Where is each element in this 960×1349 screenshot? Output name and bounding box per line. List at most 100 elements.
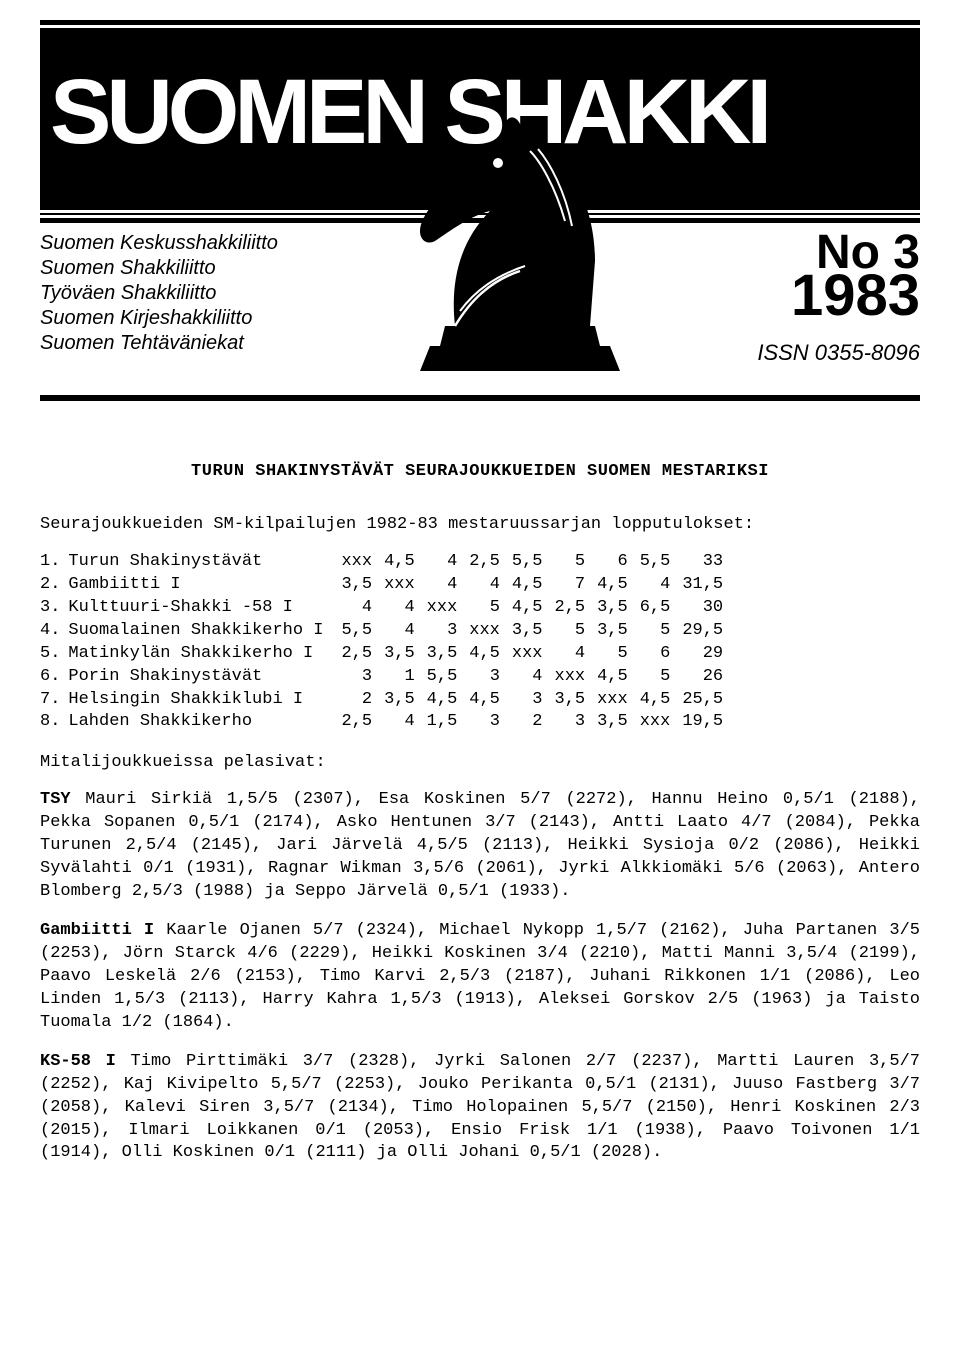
score-cell: 6 <box>597 551 640 574</box>
score-cell: 5,5 <box>512 551 555 574</box>
team-name: Suomalainen Shakkikerho I <box>68 620 341 643</box>
score-cell: 3 <box>469 666 512 689</box>
body-paragraph: KS-58 I Timo Pirttimäki 3/7 (2328), Jyrk… <box>40 1051 920 1166</box>
score-cell: xxx <box>597 689 640 712</box>
body-paragraph: Gambiitti I Kaarle Ojanen 5/7 (2324), Mi… <box>40 920 920 1035</box>
score-cell: 5 <box>640 666 683 689</box>
score-cell: xxx <box>384 574 427 597</box>
team-name: Matinkylän Shakkikerho I <box>68 643 341 666</box>
table-row: 7.Helsingin Shakkiklubi I23,54,54,533,5x… <box>40 689 735 712</box>
score-cell: 33 <box>682 551 735 574</box>
score-cell: 4,5 <box>384 551 427 574</box>
score-cell: 4 <box>555 643 598 666</box>
table-row: 8.Lahden Shakkikerho2,541,53233,5xxx19,5 <box>40 711 735 734</box>
chess-knight-icon <box>380 101 660 391</box>
score-cell: 3,5 <box>384 643 427 666</box>
score-cell: 5 <box>597 643 640 666</box>
score-cell: 31,5 <box>682 574 735 597</box>
row-number: 3. <box>40 597 68 620</box>
score-cell: 5,5 <box>640 551 683 574</box>
header-bottom-rule <box>40 395 920 401</box>
score-cell: 4 <box>469 574 512 597</box>
score-cell: 4,5 <box>512 574 555 597</box>
issn-code: ISSN 0355-8096 <box>660 340 920 366</box>
score-cell: 2,5 <box>341 711 384 734</box>
article-heading: TURUN SHAKINYSTÄVÄT SEURAJOUKKUEIDEN SUO… <box>40 461 920 484</box>
paragraph-container: TSY Mauri Sirkiä 1,5/5 (2307), Esa Koski… <box>40 789 920 1165</box>
publisher-item: Suomen Keskusshakkiliitto <box>40 231 340 256</box>
score-cell: xxx <box>427 597 470 620</box>
score-cell: 1 <box>384 666 427 689</box>
score-cell: 3,5 <box>512 620 555 643</box>
publisher-item: Suomen Shakkiliitto <box>40 256 340 281</box>
header-row: Suomen Keskusshakkiliitto Suomen Shakkil… <box>40 231 920 391</box>
score-cell: 3 <box>512 689 555 712</box>
body-paragraph: TSY Mauri Sirkiä 1,5/5 (2307), Esa Koski… <box>40 789 920 904</box>
score-cell: 26 <box>682 666 735 689</box>
knight-graphic <box>340 231 660 391</box>
row-number: 1. <box>40 551 68 574</box>
table-row: 5.Matinkylän Shakkikerho I2,53,53,54,5xx… <box>40 643 735 666</box>
score-cell: 4 <box>384 620 427 643</box>
article-subheading: Seurajoukkueiden SM-kilpailujen 1982-83 … <box>40 514 920 537</box>
team-name: Turun Shakinystävät <box>68 551 341 574</box>
score-cell: 6 <box>640 643 683 666</box>
score-cell: 2 <box>512 711 555 734</box>
score-cell: 3,5 <box>597 711 640 734</box>
score-cell: xxx <box>341 551 384 574</box>
score-cell: 5,5 <box>341 620 384 643</box>
row-number: 6. <box>40 666 68 689</box>
score-cell: 1,5 <box>427 711 470 734</box>
article-content: TURUN SHAKINYSTÄVÄT SEURAJOUKKUEIDEN SUO… <box>40 461 920 1165</box>
score-cell: 3,5 <box>597 620 640 643</box>
score-cell: 4,5 <box>469 689 512 712</box>
issue-block: No 3 1983 ISSN 0355-8096 <box>660 231 920 366</box>
publisher-item: Suomen Kirjeshakkiliitto <box>40 306 340 331</box>
score-cell: 4 <box>384 711 427 734</box>
page: SUOMEN SHAKKI Suomen Keskusshakkiliitto … <box>0 0 960 1221</box>
score-cell: 5 <box>640 620 683 643</box>
score-cell: 7 <box>555 574 598 597</box>
score-cell: 6,5 <box>640 597 683 620</box>
score-cell: 4 <box>427 574 470 597</box>
score-cell: 3 <box>555 711 598 734</box>
score-cell: 25,5 <box>682 689 735 712</box>
row-number: 7. <box>40 689 68 712</box>
score-cell: 2,5 <box>555 597 598 620</box>
publisher-item: Työväen Shakkiliitto <box>40 281 340 306</box>
score-cell: xxx <box>640 711 683 734</box>
score-cell: 4,5 <box>640 689 683 712</box>
team-name: Porin Shakinystävät <box>68 666 341 689</box>
top-rule-thick <box>40 20 920 25</box>
score-cell: 4 <box>640 574 683 597</box>
score-cell: 4 <box>341 597 384 620</box>
team-name: Helsingin Shakkiklubi I <box>68 689 341 712</box>
score-cell: 3,5 <box>555 689 598 712</box>
score-cell: 4 <box>384 597 427 620</box>
score-cell: 3,5 <box>384 689 427 712</box>
row-number: 2. <box>40 574 68 597</box>
score-cell: 2,5 <box>341 643 384 666</box>
team-name: Kulttuuri-Shakki -58 I <box>68 597 341 620</box>
medal-heading: Mitalijoukkueissa pelasivat: <box>40 752 920 775</box>
score-cell: xxx <box>512 643 555 666</box>
score-cell: xxx <box>469 620 512 643</box>
score-cell: 3,5 <box>597 597 640 620</box>
results-tbody: 1.Turun Shakinystävätxxx4,542,55,5565,53… <box>40 551 735 735</box>
score-cell: 5,5 <box>427 666 470 689</box>
score-cell: 5 <box>555 551 598 574</box>
team-name: Gambiitti I <box>68 574 341 597</box>
table-row: 2.Gambiitti I3,5xxx444,574,5431,5 <box>40 574 735 597</box>
issue-year: 1983 <box>660 270 920 322</box>
publisher-item: Suomen Tehtäväniekat <box>40 331 340 356</box>
score-cell: xxx <box>555 666 598 689</box>
score-cell: 4,5 <box>469 643 512 666</box>
table-row: 4.Suomalainen Shakkikerho I5,543xxx3,553… <box>40 620 735 643</box>
score-cell: 4,5 <box>597 574 640 597</box>
row-number: 8. <box>40 711 68 734</box>
score-cell: 30 <box>682 597 735 620</box>
score-cell: 29 <box>682 643 735 666</box>
score-cell: 3 <box>427 620 470 643</box>
score-cell: 5 <box>469 597 512 620</box>
table-row: 3.Kulttuuri-Shakki -58 I44xxx54,52,53,56… <box>40 597 735 620</box>
